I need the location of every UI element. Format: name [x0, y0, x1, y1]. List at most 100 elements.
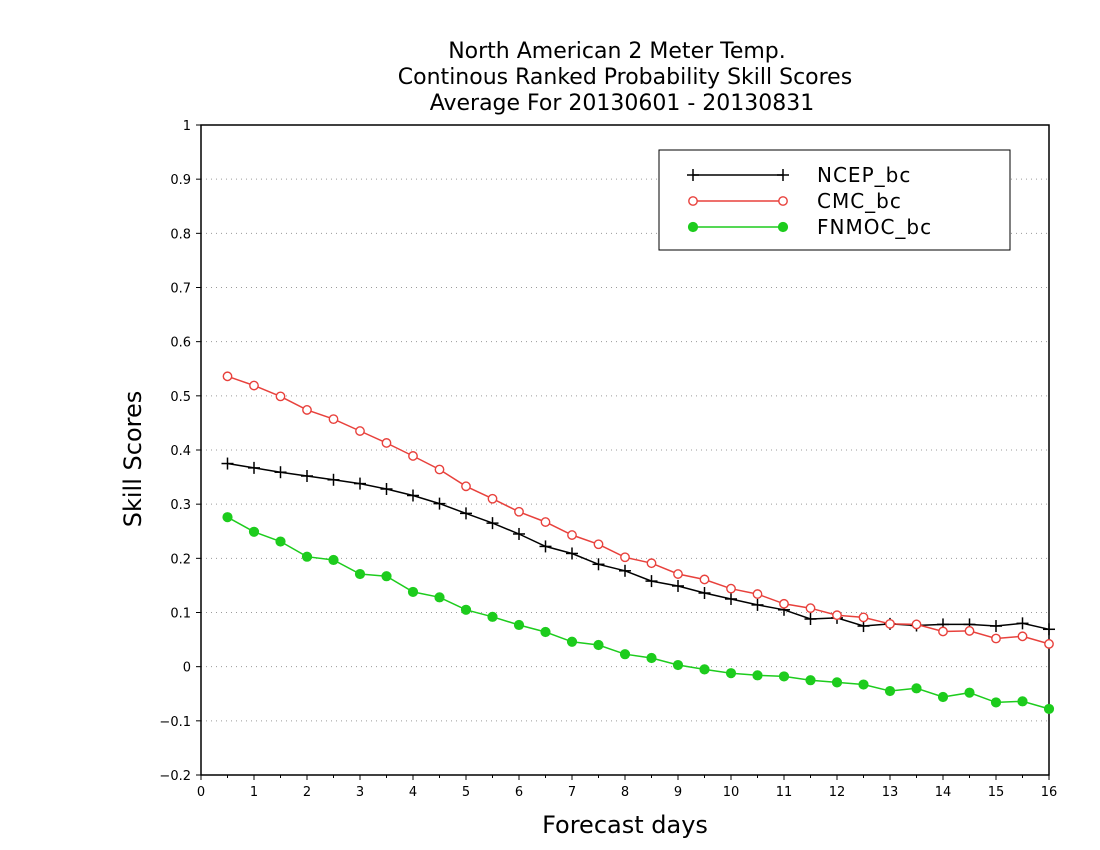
x-tick-label: 9	[674, 785, 682, 800]
data-point-ncep-bc	[513, 527, 525, 540]
data-point-fnmoc-bc	[964, 687, 975, 698]
legend-marker	[688, 196, 698, 206]
data-point-cmc-bc	[938, 626, 948, 637]
data-point-cmc-bc	[461, 481, 471, 492]
gridlines	[201, 178, 1049, 722]
data-point-ncep-bc	[301, 470, 313, 482]
data-point-fnmoc-bc	[805, 675, 816, 686]
x-tick-label: 6	[515, 785, 523, 800]
data-point-cmc-bc	[779, 598, 789, 609]
y-tick-label: 0.7	[170, 282, 191, 297]
y-tick-label: 0.3	[170, 498, 191, 513]
legend-label-ncep-bc: NCEP_bc	[817, 163, 911, 187]
legend-label-cmc-bc: CMC_bc	[817, 189, 902, 213]
data-point-ncep-bc	[433, 497, 446, 510]
x-axis: 0 1 2 3 4 5 6 7 8 9 10 11 12 13 14 15 16	[197, 775, 1057, 800]
data-point-ncep-bc	[274, 466, 287, 479]
data-point-fnmoc-bc	[540, 626, 551, 638]
data-point-fnmoc-bc	[566, 636, 578, 647]
x-tick-label: 2	[303, 785, 311, 800]
data-point-fnmoc-bc	[619, 649, 631, 660]
data-point-ncep-bc	[566, 547, 578, 560]
data-point-cmc-bc	[302, 405, 312, 415]
data-point-fnmoc-bc	[937, 691, 949, 703]
x-tick-label: 12	[829, 785, 846, 800]
data-point-ncep-bc	[354, 477, 366, 490]
series-line-cmc-bc	[227, 375, 1050, 645]
legend-entry-fnmoc-bc: FNMOC_bc	[687, 215, 932, 239]
legend-marker	[777, 169, 789, 181]
legend-box	[658, 149, 1011, 251]
data-point-fnmoc-bc	[328, 554, 339, 566]
data-point-ncep-bc	[539, 540, 552, 553]
data-point-cmc-bc	[434, 464, 445, 475]
data-point-fnmoc-bc	[778, 671, 790, 682]
data-point-fnmoc-bc	[858, 679, 869, 690]
data-point-ncep-bc	[380, 483, 393, 495]
data-point-fnmoc-bc	[884, 685, 896, 697]
data-point-cmc-bc	[275, 391, 286, 402]
legend-marker	[687, 169, 699, 181]
series-line-fnmoc-bc	[227, 516, 1050, 710]
data-point-ncep-bc	[672, 579, 684, 592]
data-point-ncep-bc	[751, 598, 764, 611]
data-point-ncep-bc	[725, 592, 737, 605]
data-point-fnmoc-bc	[699, 664, 710, 675]
data-point-ncep-bc	[990, 620, 1002, 633]
data-point-cmc-bc	[673, 569, 683, 579]
series-cmc-bc	[222, 371, 1054, 649]
data-point-fnmoc-bc	[407, 586, 419, 598]
x-tick-label: 13	[882, 785, 899, 800]
y-tick-label: 0.5	[170, 390, 191, 405]
data-point-fnmoc-bc	[487, 611, 498, 622]
y-tick-label: 0.8	[170, 227, 191, 242]
legend-marker	[777, 221, 789, 233]
data-point-ncep-bc	[248, 461, 260, 474]
y-axis-label: Skill Scores	[119, 391, 147, 528]
data-point-fnmoc-bc	[593, 639, 604, 651]
data-point-cmc-bc	[567, 530, 577, 540]
data-point-fnmoc-bc	[222, 512, 233, 523]
legend-marker	[778, 196, 788, 206]
data-point-cmc-bc	[699, 574, 710, 585]
data-point-cmc-bc	[805, 603, 816, 614]
x-tick-label: 3	[356, 785, 364, 800]
data-point-fnmoc-bc	[513, 619, 525, 631]
x-tick-label: 11	[776, 785, 793, 800]
data-point-ncep-bc	[407, 489, 419, 502]
data-point-cmc-bc	[514, 506, 524, 517]
x-tick-label: 5	[462, 785, 470, 800]
data-point-fnmoc-bc	[1017, 696, 1028, 707]
legend-entry-ncep-bc: NCEP_bc	[687, 163, 911, 187]
series-ncep-bc	[221, 457, 1055, 636]
data-point-cmc-bc	[249, 380, 259, 391]
data-point-ncep-bc	[698, 587, 711, 599]
data-point-ncep-bc	[1016, 617, 1029, 630]
y-tick-label: 0.2	[170, 552, 191, 567]
data-point-ncep-bc	[619, 564, 631, 577]
data-point-ncep-bc	[592, 558, 605, 571]
x-tick-label: 7	[568, 785, 576, 800]
data-point-fnmoc-bc	[301, 551, 313, 562]
y-axis: −0.2 −0.1 0 0.1 0.2 0.3 0.4 0.5 0.6 0.7 0.8 0.9 1	[159, 119, 201, 784]
data-point-ncep-bc	[486, 517, 499, 530]
x-tick-label: 8	[621, 785, 629, 800]
data-point-cmc-bc	[858, 612, 869, 623]
data-point-fnmoc-bc	[248, 526, 260, 537]
legend-label-fnmoc-bc: FNMOC_bc	[817, 215, 932, 239]
x-tick-label: 10	[723, 785, 740, 800]
data-point-fnmoc-bc	[460, 604, 472, 615]
data-point-ncep-bc	[1043, 623, 1055, 636]
data-point-fnmoc-bc	[752, 670, 763, 681]
y-tick-label: 0	[183, 661, 191, 676]
data-point-cmc-bc	[911, 619, 922, 630]
x-tick-label: 15	[988, 785, 1005, 800]
x-tick-label: 14	[935, 785, 952, 800]
y-tick-label: −0.2	[159, 769, 191, 784]
data-point-cmc-bc	[328, 414, 339, 425]
data-point-cmc-bc	[752, 589, 763, 599]
data-point-fnmoc-bc	[725, 668, 737, 679]
y-tick-label: 0.1	[170, 607, 191, 622]
data-point-cmc-bc	[726, 583, 736, 594]
